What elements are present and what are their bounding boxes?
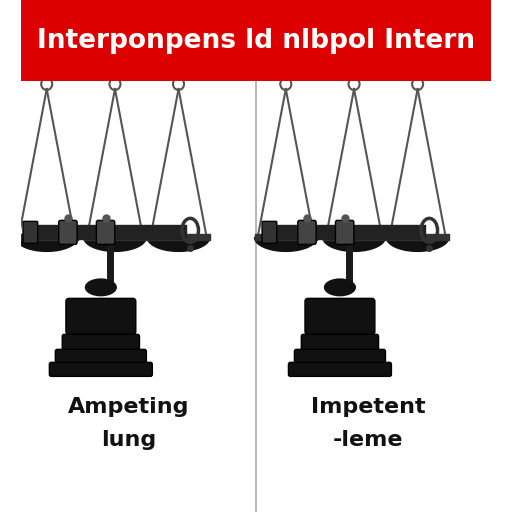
Ellipse shape (85, 279, 117, 296)
FancyBboxPatch shape (66, 298, 136, 334)
FancyBboxPatch shape (294, 349, 386, 364)
FancyBboxPatch shape (335, 220, 354, 244)
FancyBboxPatch shape (59, 220, 77, 244)
Polygon shape (323, 238, 386, 251)
Text: -leme: -leme (333, 430, 403, 450)
Text: Impetent: Impetent (311, 397, 425, 417)
Ellipse shape (324, 279, 356, 296)
Text: Interponpens ld nlbpol Intern: Interponpens ld nlbpol Intern (37, 28, 475, 53)
FancyBboxPatch shape (288, 362, 392, 376)
FancyBboxPatch shape (96, 220, 115, 244)
Text: Ampeting: Ampeting (69, 397, 190, 417)
Polygon shape (254, 238, 317, 251)
Polygon shape (147, 238, 210, 251)
FancyBboxPatch shape (49, 362, 153, 376)
Polygon shape (15, 238, 78, 251)
FancyBboxPatch shape (55, 349, 146, 364)
FancyBboxPatch shape (305, 298, 375, 334)
Bar (20, 0, 492, 81)
FancyBboxPatch shape (23, 221, 38, 243)
Text: lung: lung (101, 430, 157, 450)
FancyBboxPatch shape (262, 221, 277, 243)
FancyBboxPatch shape (298, 220, 316, 244)
FancyBboxPatch shape (62, 334, 139, 350)
FancyBboxPatch shape (302, 334, 378, 350)
Polygon shape (84, 238, 146, 251)
Polygon shape (387, 238, 449, 251)
